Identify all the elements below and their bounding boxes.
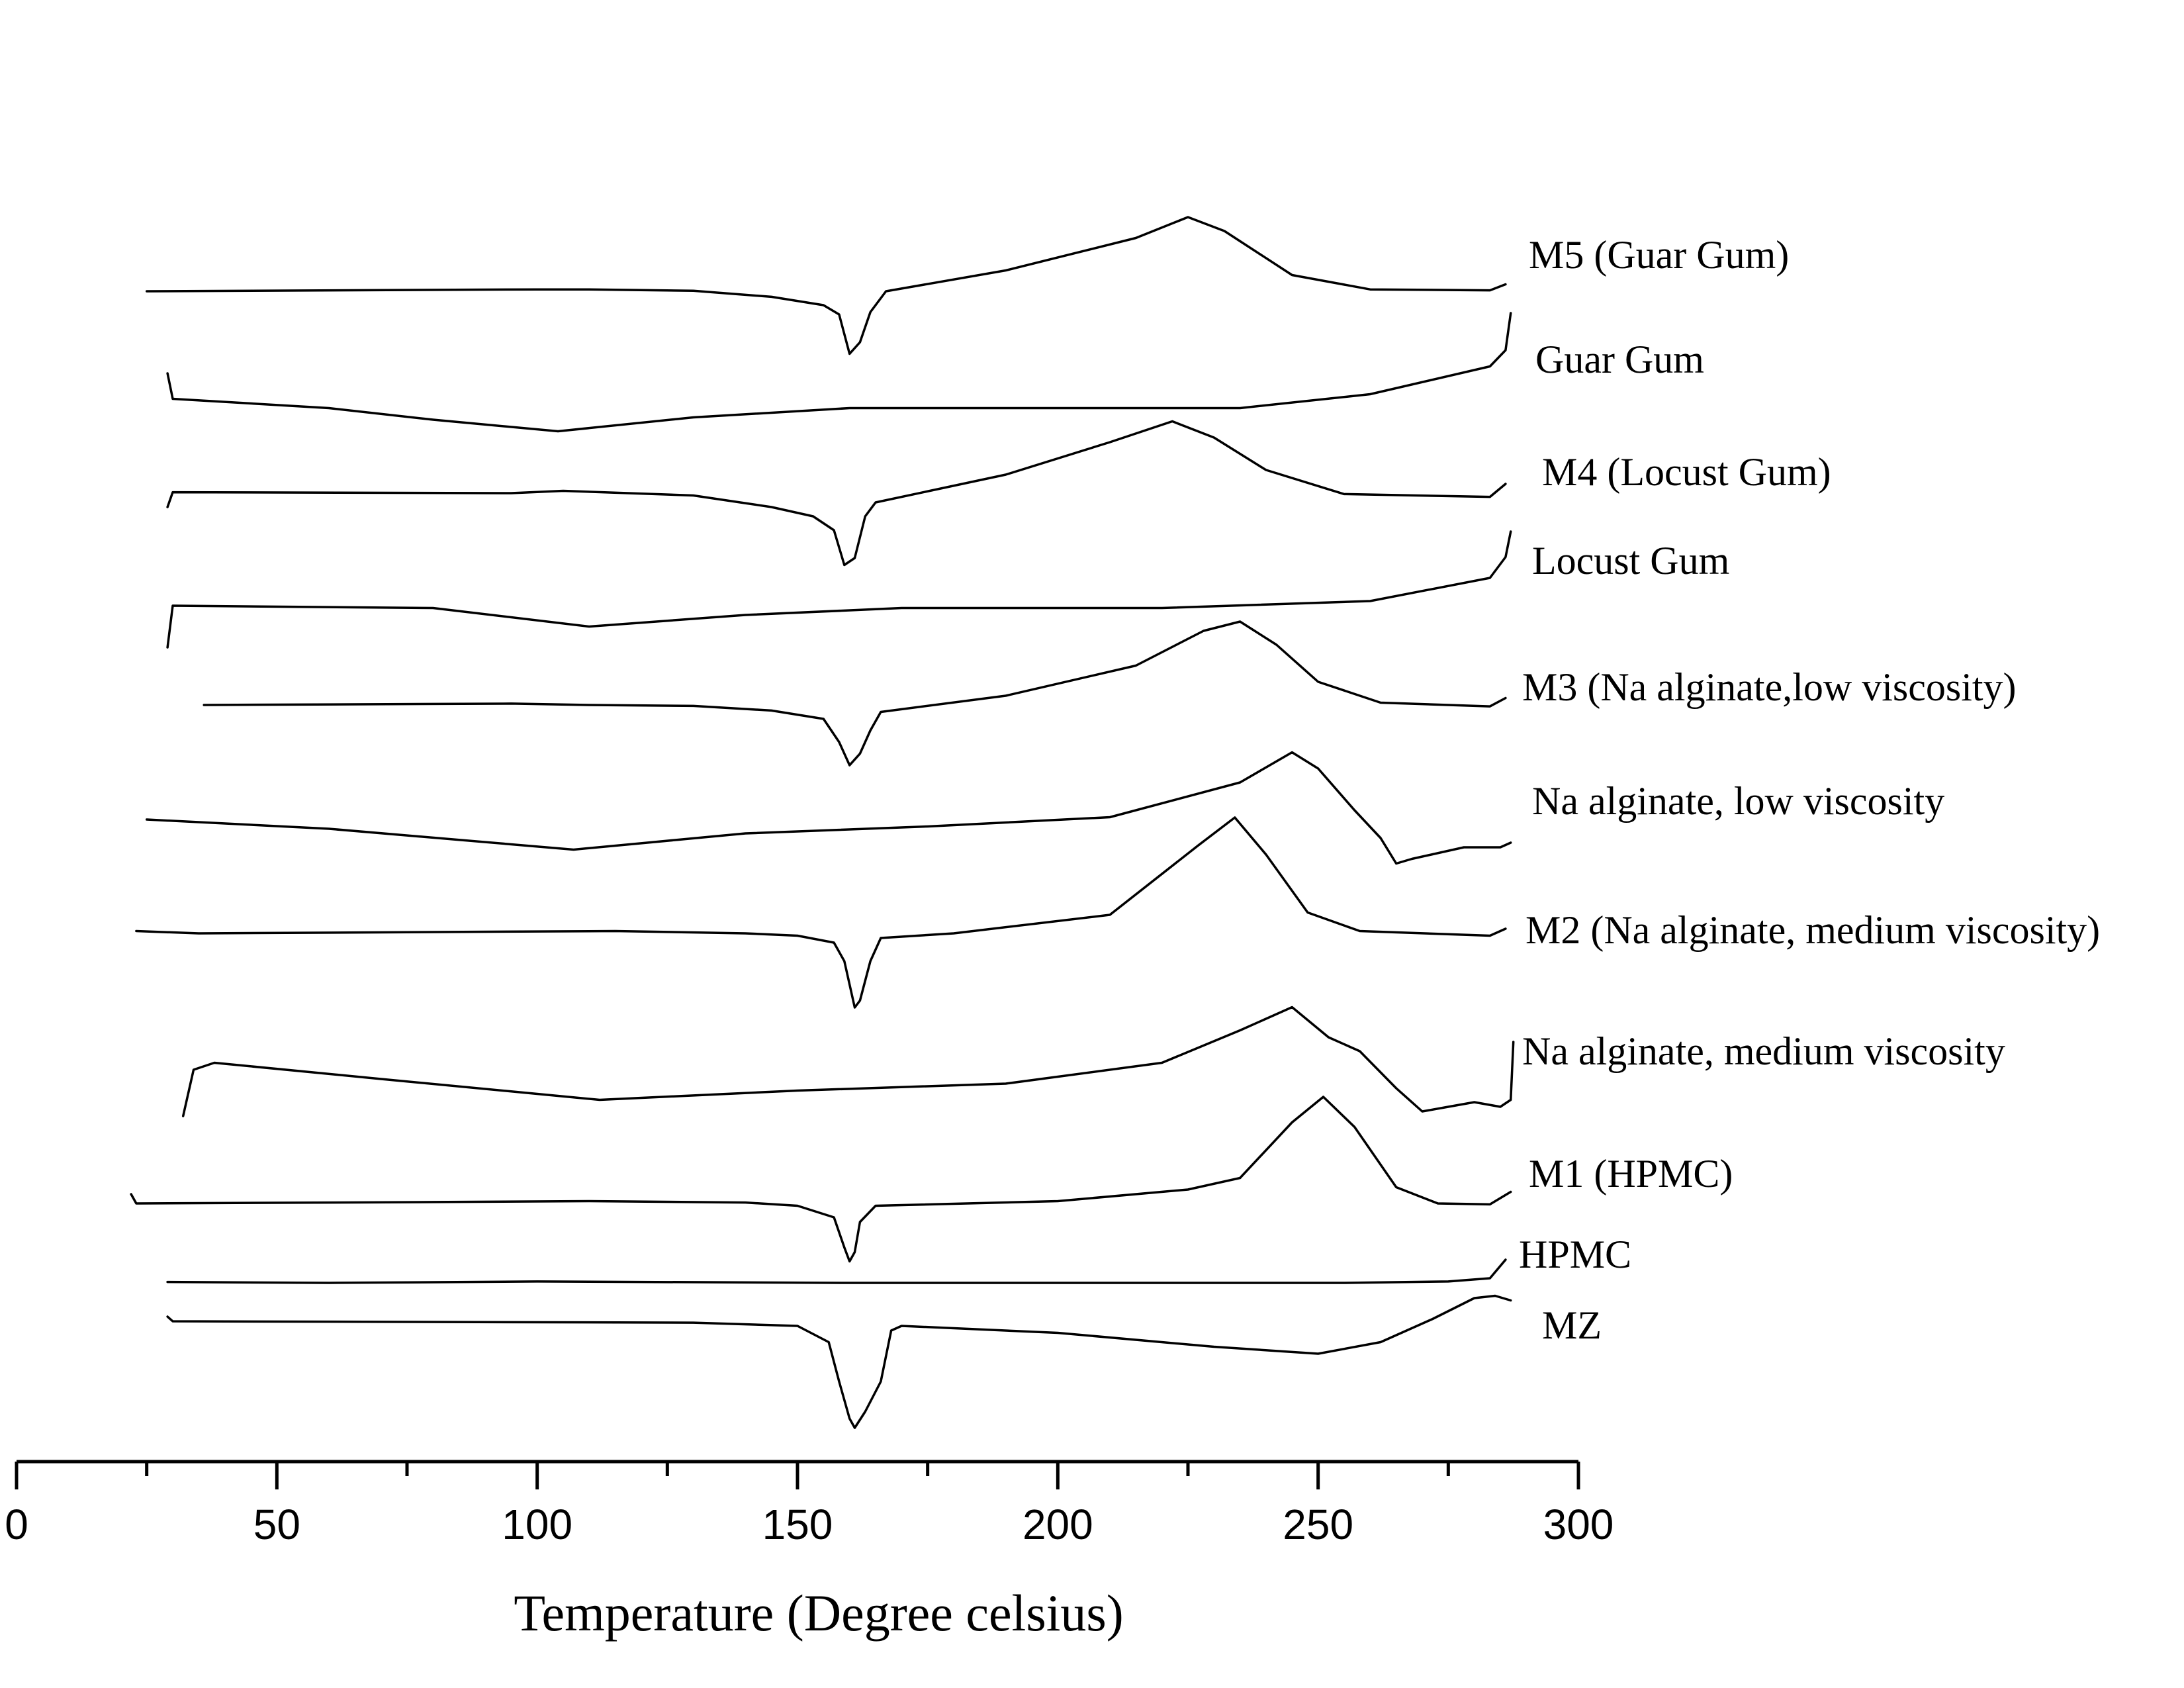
x-tick-label-100: 100 bbox=[502, 1501, 572, 1548]
curve-m5-guar-gum bbox=[145, 216, 1507, 355]
series-label-na-alginate-low-viscosity: Na alginate, low viscosity bbox=[1532, 779, 1944, 823]
x-axis-tick-labels: 0 50 100 150 200 250 300 bbox=[5, 1501, 1614, 1548]
thermogram-curves bbox=[130, 216, 1515, 1429]
series-label-m2-na-alginate-medium-viscosity: M2 (Na alginate, medium viscosity) bbox=[1525, 908, 2100, 952]
series-label-m1-hpmc: M1 (HPMC) bbox=[1529, 1152, 1733, 1196]
x-tick-label-150: 150 bbox=[762, 1501, 833, 1548]
x-axis-ticks bbox=[15, 1462, 1580, 1489]
curve-hpmc bbox=[166, 1258, 1507, 1284]
x-tick-label-300: 300 bbox=[1543, 1501, 1614, 1548]
series-label-locust-gum: Locust Gum bbox=[1532, 539, 1729, 583]
curve-mz bbox=[166, 1294, 1512, 1429]
series-label-mz: MZ bbox=[1542, 1303, 1602, 1347]
curve-na-alginate-medium-viscosity bbox=[181, 1006, 1515, 1117]
curve-m2-na-alginate-medium-viscosity bbox=[135, 816, 1507, 1009]
series-label-m5-guar-gum: M5 (Guar Gum) bbox=[1529, 233, 1789, 277]
curve-guar-gum bbox=[166, 312, 1512, 433]
curve-na-alginate-low-viscosity bbox=[145, 751, 1512, 865]
curve-locust-gum bbox=[166, 530, 1512, 649]
series-label-hpmc: HPMC bbox=[1519, 1233, 1631, 1276]
x-tick-label-250: 250 bbox=[1283, 1501, 1353, 1548]
series-label-na-alginate-medium-viscosity: Na alginate, medium viscosity bbox=[1522, 1029, 2005, 1073]
x-axis-title: Temperature (Degree celsius) bbox=[514, 1584, 1123, 1642]
series-labels: M5 (Guar Gum) Guar Gum M4 (Locust Gum) Locu… bbox=[1519, 233, 2100, 1347]
curve-m3-na-alginate-low-viscosity bbox=[203, 620, 1507, 767]
x-tick-label-0: 0 bbox=[5, 1501, 28, 1548]
x-tick-label-200: 200 bbox=[1023, 1501, 1093, 1548]
x-tick-label-50: 50 bbox=[253, 1501, 300, 1548]
series-label-m4-locust-gum: M4 (Locust Gum) bbox=[1542, 450, 1831, 494]
series-label-guar-gum: Guar Gum bbox=[1535, 338, 1704, 381]
x-axis: 0 50 100 150 200 250 300 Temperature (Degree c… bbox=[5, 1460, 1614, 1642]
curve-m1-hpmc bbox=[130, 1096, 1512, 1263]
curve-m4-locust-gum bbox=[166, 420, 1507, 567]
series-label-m3-na-alginate-low-viscosity: M3 (Na alginate,low viscosity) bbox=[1522, 665, 2017, 709]
